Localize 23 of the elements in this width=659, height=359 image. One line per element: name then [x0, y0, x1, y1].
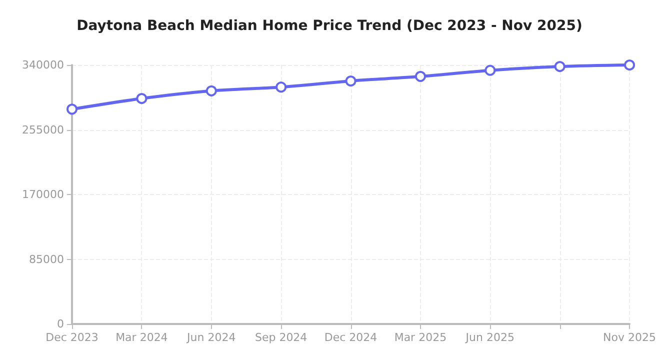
point: [66, 104, 78, 115]
y-tick-label: 170000: [22, 188, 64, 201]
point: [136, 93, 148, 104]
point: [206, 85, 217, 96]
y-tick-label: 85000: [29, 252, 64, 266]
point: [414, 70, 426, 82]
chart-title: Daytona Beach Median Home Price Trend (Dec 2023 - Nov 2025): [76, 18, 582, 34]
y-tick-label: 0: [57, 318, 64, 330]
point: [484, 64, 496, 76]
x-tick-label: Mar 2025: [394, 331, 447, 344]
point: [345, 76, 356, 86]
x-tick-label: Nov 2025: [603, 331, 656, 344]
x-tick-label: Jun 2025: [464, 331, 514, 344]
point: [276, 82, 287, 93]
y-tick-label: 340000: [22, 58, 64, 72]
y-tick-label: 255000: [22, 123, 64, 136]
x-tick-label: Dec 2023: [46, 331, 98, 344]
x-tick-label: Dec 2024: [324, 331, 378, 344]
x-tick-label: Mar 2024: [116, 331, 168, 344]
point: [554, 61, 566, 72]
point: [624, 60, 636, 70]
x-tick-label: Jun 2024: [186, 331, 236, 344]
x-tick-label: Sep 2024: [254, 331, 308, 344]
